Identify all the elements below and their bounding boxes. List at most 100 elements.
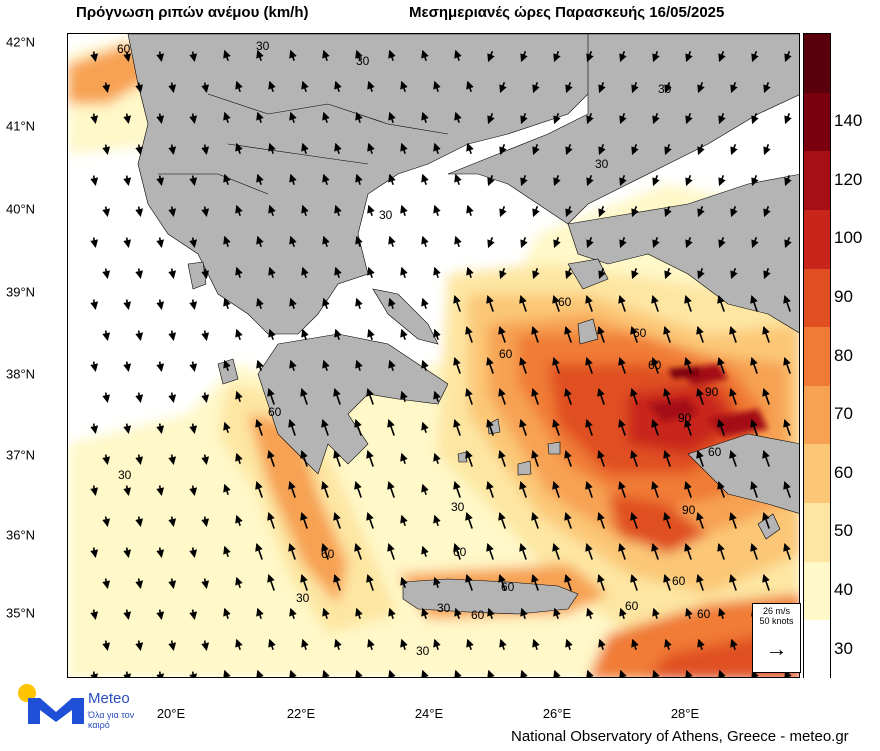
wind-arrow (466, 142, 474, 154)
wind-arrow (519, 356, 527, 374)
wind-arrow (763, 144, 771, 156)
wind-arrow (168, 330, 177, 341)
wind-arrow (123, 609, 132, 620)
wind-arrow (751, 51, 759, 63)
wind-arrow (156, 237, 165, 248)
contour-label: 90 (678, 411, 692, 425)
wind-arrow (684, 542, 692, 560)
wind-arrow (256, 607, 264, 619)
wind-arrow (235, 266, 243, 278)
wind-arrow (466, 80, 474, 92)
wind-arrow (454, 49, 462, 61)
meteo-logo[interactable]: Meteo Όλα για τον καιρό (18, 684, 158, 734)
wind-arrow (498, 325, 506, 343)
wind-arrow (717, 542, 725, 560)
wind-arrow (300, 573, 308, 591)
wind-arrow (730, 82, 738, 94)
wind-arrow (90, 113, 99, 124)
colorbar-segment (804, 327, 830, 386)
wind-arrow (585, 480, 593, 498)
wind-arrow (201, 578, 210, 589)
wind-arrow (433, 576, 441, 588)
wind-arrow (433, 80, 441, 92)
wind-arrow (268, 638, 276, 650)
wind-arrow (355, 235, 363, 247)
contour-label: 30 (658, 82, 672, 96)
contour-label: 30 (379, 208, 393, 222)
wind-arrow (486, 542, 494, 560)
wind-arrow (400, 390, 408, 402)
wind-arrow (223, 297, 231, 309)
wind-arrow (223, 421, 231, 433)
wind-arrow (465, 325, 473, 343)
wind-arrow (156, 299, 165, 310)
logo-tagline: Όλα για τον καιρό (88, 710, 135, 730)
wind-arrow (168, 392, 177, 403)
wind-arrow (598, 638, 606, 650)
wind-arrow (520, 51, 528, 63)
land-masses (127, 34, 799, 615)
wind-arrow (652, 237, 660, 249)
wind-arrow (421, 545, 429, 557)
contour-label: 30 (256, 39, 270, 53)
wind-arrow (718, 237, 726, 249)
lon-label: 20°E (156, 706, 186, 721)
contour-label: 60 (268, 405, 282, 419)
colorbar-segment (804, 620, 830, 679)
wind-arrow (564, 387, 572, 405)
wind-arrow (268, 142, 276, 154)
wind-arrow (651, 480, 659, 498)
wind-arrow (102, 392, 111, 403)
wind-arrow (168, 516, 177, 527)
wind-arrow (597, 449, 605, 467)
wind-arrow (762, 325, 770, 343)
wind-arrow (355, 111, 363, 123)
wind-arrow (156, 113, 165, 124)
wind-arrow (487, 237, 495, 249)
colorbar-segment (804, 34, 830, 93)
wind-arrow (750, 542, 758, 560)
wind-arrow (333, 511, 341, 529)
wind-arrow (387, 542, 395, 560)
wind-arrow (268, 266, 276, 278)
wind-arrow (267, 387, 275, 405)
lat-label: 37°N (6, 447, 36, 463)
wind-arrow (421, 421, 429, 433)
wind-arrow (289, 669, 297, 677)
wind-arrow (256, 359, 264, 371)
wind-arrow (90, 237, 99, 248)
wind-arrow (565, 638, 573, 650)
wind-arrow (630, 325, 638, 343)
colorbar-label: 80 (834, 345, 853, 365)
wind-arrow (321, 542, 329, 560)
wind-arrow (168, 82, 177, 93)
wind-arrow (651, 294, 659, 312)
wind-arrow (586, 51, 594, 63)
wind-arrow (388, 111, 396, 123)
wind-arrow (355, 359, 363, 371)
wind-arrow (564, 511, 572, 529)
wind-arrow (565, 144, 573, 156)
wind-arrow (783, 294, 791, 312)
wind-arrow (322, 111, 330, 123)
wind-arrow (201, 516, 210, 527)
wind-arrow (168, 268, 177, 279)
wind-arrow (201, 330, 210, 341)
wind-arrow (387, 418, 395, 436)
wind-arrow (762, 449, 770, 467)
wind-arrow (553, 237, 561, 249)
wind-arrow (631, 144, 639, 156)
wind-arrow (400, 328, 408, 340)
wind-arrow (433, 638, 441, 650)
wind-arrow (388, 669, 396, 677)
wind-arrow (90, 423, 99, 434)
wind-arrow (223, 173, 231, 185)
wind-arrow (256, 49, 264, 61)
wind-arrow (289, 173, 297, 185)
contour-label: 60 (453, 545, 467, 559)
wind-arrow (718, 669, 726, 677)
wind-arrow (223, 235, 231, 247)
lat-label: 39°N (6, 284, 36, 300)
wind-arrow (201, 454, 210, 465)
wind-arrow (685, 113, 693, 125)
